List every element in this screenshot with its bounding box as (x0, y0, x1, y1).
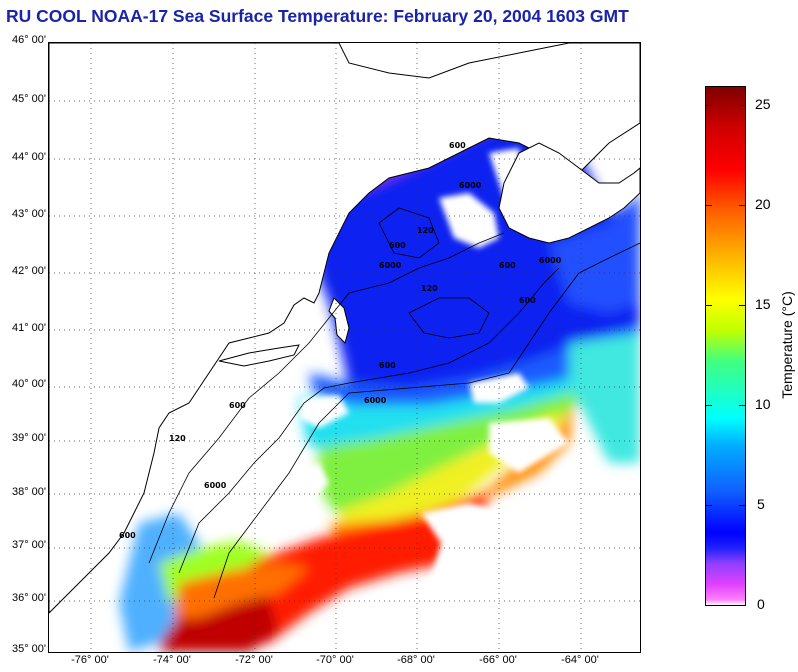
colorbar-tick-label: 0 (757, 596, 765, 612)
colorbar-tick-label: 10 (755, 396, 771, 412)
cloud-patch (289, 463, 329, 503)
isobath-labels: 600 6000 120 600 6000 600 6000 120 600 6… (119, 141, 562, 540)
colorbar-tick (739, 505, 745, 506)
isobath-label: 6000 (459, 181, 482, 190)
land-mainland (49, 43, 640, 614)
colorbar-tick (706, 505, 712, 506)
cloud-patch (349, 598, 409, 643)
graticule (49, 43, 640, 652)
land-nova-scotia (498, 142, 640, 244)
colorbar-title: Temperature (°C) (779, 291, 795, 399)
isobath-label: 6000 (204, 481, 227, 490)
isobath-contours (148, 207, 640, 599)
lat-label: 44° 00' (11, 151, 46, 163)
sst-green-band (317, 388, 589, 513)
land-cape-cod (328, 297, 350, 344)
cloud-patch (439, 193, 499, 248)
lat-label: 46° 00' (11, 34, 46, 46)
isobath-6000 (213, 242, 640, 599)
lon-label: -76° 00' (71, 654, 109, 666)
lon-label: -70° 00' (316, 654, 354, 666)
isobath-label: 600 (119, 531, 136, 540)
cloud-cover (289, 148, 640, 652)
colorbar-tick (706, 405, 712, 406)
lon-label: -66° 00' (479, 654, 517, 666)
isobath-label: 600 (229, 401, 246, 410)
land-long-island (218, 344, 300, 367)
map-title: RU COOL NOAA-17 Sea Surface Temperature:… (6, 6, 629, 26)
isobath-label: 600 (449, 141, 466, 150)
colorbar-tick (739, 405, 745, 406)
colorbar-tick (739, 105, 745, 106)
lat-label: 40° 00' (11, 378, 46, 390)
colorbar-tick-label: 20 (755, 196, 771, 212)
lat-label: 39° 00' (11, 432, 46, 444)
lon-label: -72° 00' (235, 654, 273, 666)
isobath-basin (378, 207, 440, 259)
lat-label: 41° 00' (11, 322, 46, 334)
sst-map: 600 6000 120 600 6000 600 6000 120 600 6… (48, 42, 641, 653)
lon-label: -74° 00' (153, 654, 191, 666)
lat-label: 45° 00' (11, 93, 46, 105)
colorbar-tick (706, 105, 712, 106)
colorbar-tick-label: 25 (755, 96, 771, 112)
colorbar-tick (739, 205, 745, 206)
isobath-120 (148, 232, 505, 564)
cloud-patch (299, 395, 349, 428)
sst-field (119, 98, 640, 652)
land (49, 43, 640, 614)
isobath-label: 120 (417, 226, 434, 235)
colorbar-tick (706, 205, 712, 206)
sst-map-canvas: 600 6000 120 600 6000 600 6000 120 600 6… (49, 43, 640, 652)
isobath-georges (408, 297, 490, 339)
lon-label: -68° 00' (397, 654, 435, 666)
colorbar-tick-label: 5 (757, 496, 765, 512)
isobath-label: 600 (379, 361, 396, 370)
lat-label: 42° 00' (11, 265, 46, 277)
lat-label: 38° 00' (11, 486, 46, 498)
isobath-label: 6000 (539, 256, 562, 265)
isobath-label: 120 (421, 284, 438, 293)
isobath-label: 6000 (364, 396, 387, 405)
sst-shelf-blue (309, 323, 640, 413)
sst-se-cyan (569, 333, 640, 463)
isobath-label: 6000 (379, 261, 402, 270)
isobath-600 (178, 267, 560, 574)
sst-southern-orange (174, 563, 309, 618)
lat-label: 36° 00' (11, 592, 46, 604)
lat-label: 43° 00' (11, 208, 46, 220)
colorbar-tick (706, 305, 712, 306)
lat-label: 35° 00' (11, 643, 46, 655)
lon-label: -64° 00' (561, 654, 599, 666)
sst-orange-band (329, 403, 574, 543)
isobath-label: 120 (169, 434, 186, 443)
cloud-patch (421, 503, 640, 652)
lat-label: 37° 00' (11, 539, 46, 551)
cloud-patch (489, 418, 569, 473)
isobath-label: 600 (389, 241, 406, 250)
isobath-label: 600 (499, 261, 516, 270)
colorbar-tick-label: 15 (755, 296, 771, 312)
isobath-label: 600 (519, 296, 536, 305)
temperature-colorbar (705, 86, 746, 606)
colorbar-tick (739, 305, 745, 306)
